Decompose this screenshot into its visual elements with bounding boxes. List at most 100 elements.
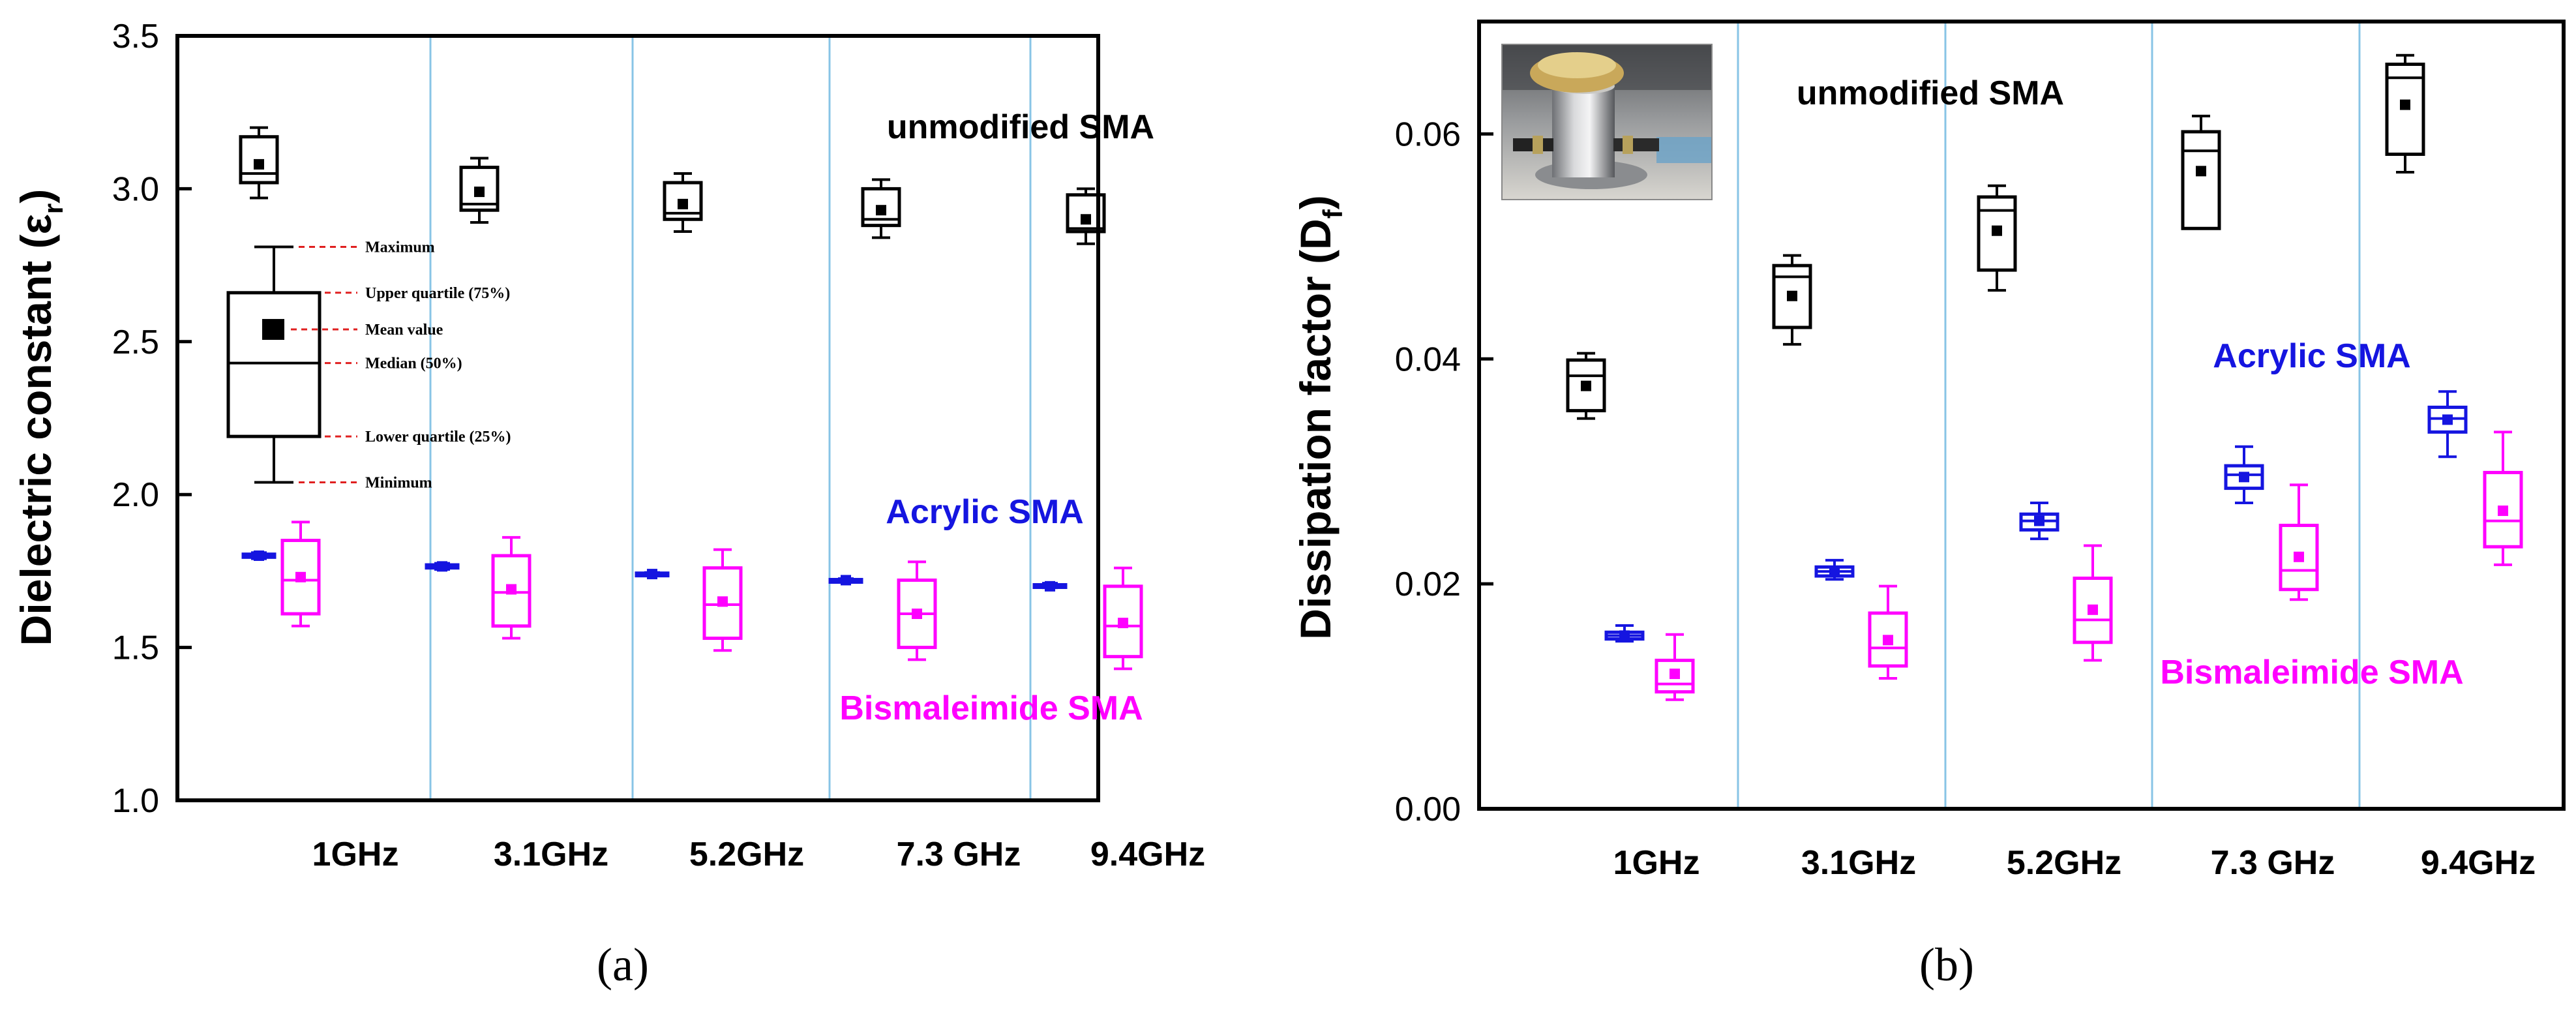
category-separators xyxy=(1737,22,2361,809)
mean-marker xyxy=(912,609,922,620)
mean-marker xyxy=(295,571,306,582)
mean-marker xyxy=(1883,635,1893,646)
series-label-acrylic: Acrylic SMA xyxy=(886,493,1083,531)
mean-marker xyxy=(2196,166,2206,177)
x-category-label: 5.2GHz xyxy=(2007,844,2121,882)
mean-marker xyxy=(1992,225,2002,236)
mean-marker xyxy=(437,561,447,572)
legend-mean-marker xyxy=(262,319,284,340)
box-acrylic xyxy=(828,575,863,586)
mean-marker xyxy=(2498,506,2508,517)
box-iqr xyxy=(2181,130,2221,230)
mean-marker xyxy=(2034,515,2044,526)
box-iqr xyxy=(1655,658,1695,694)
box-acrylic xyxy=(2427,390,2468,459)
y-tick-label: 2.0 xyxy=(112,476,159,514)
box-iqr xyxy=(1868,611,1908,668)
box-bismaleimide xyxy=(897,560,937,661)
series-boxes xyxy=(239,126,1143,671)
legend-label: Maximum xyxy=(365,239,435,256)
mean-marker xyxy=(2294,551,2304,562)
box-iqr xyxy=(1103,584,1143,659)
series-label-unmodified: unmodified SMA xyxy=(1797,74,2064,112)
box-acrylic xyxy=(1814,558,1855,581)
mean-marker xyxy=(1118,618,1128,629)
box-acrylic xyxy=(635,569,670,580)
y-tick-label: 0.04 xyxy=(1395,340,1461,378)
legend-box-iqr xyxy=(226,291,322,438)
box-unmodified xyxy=(1066,187,1106,245)
box-bismaleimide xyxy=(1655,633,1695,701)
x-category-label: 9.4GHz xyxy=(2421,844,2536,882)
mean-marker xyxy=(1045,581,1055,592)
box-unmodified xyxy=(1977,184,2017,292)
series-label-acrylic: Acrylic SMA xyxy=(2213,337,2410,375)
mean-marker xyxy=(506,584,517,595)
box-iqr xyxy=(861,187,901,228)
box-bismaleimide xyxy=(2073,544,2113,662)
y-axis-ticks: 1.0 1.5 2.0 2.5 3.0 3.5 xyxy=(112,18,192,820)
box-unmodified xyxy=(1566,352,1606,420)
x-category-labels: 1GHz 3.1GHz 5.2GHz 7.3 GHz 9.4GHz xyxy=(1613,844,2536,882)
x-category-label: 1GHz xyxy=(1613,844,1700,882)
plot-frame xyxy=(175,34,1100,802)
mean-marker xyxy=(254,550,264,561)
mean-marker xyxy=(1581,380,1591,391)
box-iqr xyxy=(459,166,500,212)
legend-label: Median (50%) xyxy=(365,355,462,372)
x-category-label: 3.1GHz xyxy=(494,836,608,873)
measurement-apparatus-photo xyxy=(1501,44,1713,200)
box-iqr xyxy=(702,566,743,641)
panel-a: Maximum Upper quartile (75%) Mean value Med… xyxy=(12,18,1205,991)
y-tick-label: 0.02 xyxy=(1395,566,1461,603)
mean-marker xyxy=(717,596,728,607)
panel-label-b: (b) xyxy=(1919,939,1974,991)
mean-marker xyxy=(2088,604,2098,615)
box-bismaleimide xyxy=(1103,566,1143,671)
box-iqr xyxy=(491,554,532,628)
legend-label: Upper quartile (75%) xyxy=(365,285,510,302)
box-iqr xyxy=(2224,464,2264,490)
box-iqr xyxy=(239,135,279,185)
y-tick-label: 0.06 xyxy=(1395,115,1461,153)
x-category-label: 5.2GHz xyxy=(689,836,804,873)
x-category-labels: 1GHz 3.1GHz 5.2GHz 7.3 GHz 9.4GHz xyxy=(312,836,1206,873)
y-axis-ticks: 0.00 0.02 0.04 0.06 xyxy=(1395,115,1493,828)
box-unmodified xyxy=(239,126,279,200)
mean-marker xyxy=(876,205,886,216)
mean-marker xyxy=(1670,669,1680,680)
y-axis-title: Dissipation factor (Df) xyxy=(1291,195,1348,639)
panel-label-a: (a) xyxy=(597,939,649,991)
box-iqr xyxy=(1977,195,2017,272)
legend-label: Minimum xyxy=(365,474,432,491)
box-iqr xyxy=(1772,264,1812,329)
y-tick-label: 3.5 xyxy=(112,18,159,55)
box-acrylic xyxy=(2019,501,2059,541)
y-tick-label: 3.0 xyxy=(112,170,159,208)
box-unmodified xyxy=(2181,114,2221,230)
box-iqr xyxy=(2483,470,2523,549)
box-iqr xyxy=(2073,577,2113,644)
mean-marker xyxy=(474,187,485,198)
box-unmodified xyxy=(663,172,703,234)
box-iqr xyxy=(2279,523,2319,592)
box-iqr xyxy=(663,181,703,221)
x-category-label: 3.1GHz xyxy=(1801,844,1916,882)
box-acrylic xyxy=(1604,624,1645,643)
box-bismaleimide xyxy=(702,548,743,652)
x-category-label: 9.4GHz xyxy=(1090,836,1205,873)
mean-marker xyxy=(1619,630,1630,641)
y-tick-label: 1.0 xyxy=(112,782,159,820)
y-tick-label: 1.5 xyxy=(112,629,159,667)
mean-marker xyxy=(254,158,264,170)
x-category-label: 7.3 GHz xyxy=(897,836,1021,873)
box-acrylic xyxy=(241,550,277,561)
box-acrylic xyxy=(425,561,460,572)
box-iqr xyxy=(1066,193,1106,234)
box-iqr xyxy=(1566,358,1606,413)
box-bismaleimide xyxy=(1868,584,1908,680)
box-bismaleimide xyxy=(2483,430,2523,566)
mean-marker xyxy=(2239,472,2249,483)
box-bismaleimide xyxy=(280,521,321,627)
box-acrylic xyxy=(2224,445,2264,504)
